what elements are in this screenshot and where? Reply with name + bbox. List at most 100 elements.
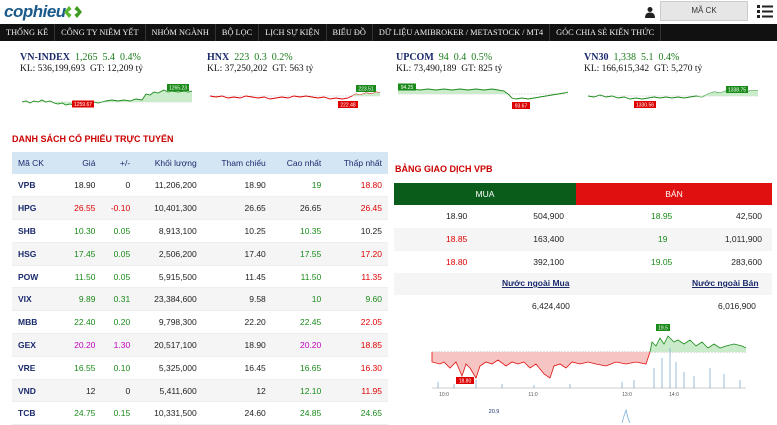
stock-row[interactable]: VPB 18.90 0 11,206,200 18.90 19 18.80: [12, 174, 388, 198]
nav-thong-ke[interactable]: THỐNG KÊ: [0, 24, 56, 41]
stock-symbol[interactable]: VIX: [12, 287, 65, 312]
stock-high: 11.50: [271, 265, 328, 289]
vn30-sparkline[interactable]: 1330.56 1338.75: [588, 82, 758, 112]
stock-price: 11.50: [64, 265, 102, 289]
nav-lich-su-kien[interactable]: LỊCH SỰ KIỆN: [259, 24, 327, 41]
stock-volume: 5,325,000: [136, 356, 203, 380]
index-value-traded: GT: 12,209 tỷ: [89, 64, 144, 74]
stock-row[interactable]: HSG 17.45 0.05 2,506,200 17.40 17.55 17.20: [12, 242, 388, 266]
stock-symbol[interactable]: TCB: [12, 401, 65, 425]
stock-price: 17.45: [64, 242, 102, 266]
stock-symbol[interactable]: VND: [12, 379, 65, 403]
intraday-time-label: 10:0: [439, 392, 449, 398]
index-change: 0.3: [254, 52, 267, 63]
nav-bieu-do[interactable]: BIỂU ĐỒ: [327, 24, 373, 41]
stock-row[interactable]: POW 11.50 0.05 5,915,500 11.45 11.50 11.35: [12, 265, 388, 289]
index-value-traded: GT: 5,270 tỷ: [653, 64, 703, 74]
intraday-high-label: 19.5: [658, 326, 668, 332]
index-value: 1,265: [75, 52, 98, 63]
index-hnx[interactable]: HNX 223 0.3 0.2% KL: 37,250,202 GT: 563 …: [207, 52, 377, 74]
stock-change: 0.05: [101, 265, 137, 289]
stock-price: 24.75: [64, 401, 102, 425]
stock-high: 26.65: [271, 196, 328, 221]
stock-high: 24.85: [271, 401, 328, 425]
intraday-volume-label: 20.9: [489, 409, 500, 415]
site-logo[interactable]: cophieu: [4, 2, 66, 21]
col-header[interactable]: Cao nhất: [271, 152, 328, 174]
stock-price: 16.55: [64, 356, 102, 380]
orderbook-row: 18.90 504,900 18.95 42,500: [394, 205, 772, 228]
vn30-low-label: 1330.56: [636, 103, 654, 109]
stock-high: 20.20: [271, 333, 328, 357]
index-change: 5.1: [640, 52, 654, 63]
hnx-sparkline[interactable]: 222.48 223.51: [210, 82, 380, 112]
stock-symbol[interactable]: HPG: [12, 196, 65, 221]
nav-du-lieu[interactable]: DỮ LIỆU AMIBROKER / METASTOCK / MT4: [373, 24, 551, 41]
stock-row[interactable]: GEX 20.20 1.30 20,517,100 18.90 20.20 18.85: [12, 333, 388, 357]
index-vnindex[interactable]: VN-INDEX 1,265 5.4 0.4% KL: 536,199,693 …: [20, 52, 190, 74]
index-pct: 0.2%: [271, 52, 293, 63]
nav-cong-ty-niem-yet[interactable]: CÔNG TY NIÊM YẾT: [55, 24, 146, 41]
stock-high: 10.35: [271, 219, 328, 243]
index-name: UPCOM: [396, 52, 434, 63]
stock-reference: 11.45: [202, 265, 272, 289]
index-volume: KL: 166,615,342: [584, 64, 650, 74]
stock-price: 10.30: [64, 219, 102, 243]
user-icon[interactable]: [644, 6, 656, 18]
stock-change: 1.30: [101, 333, 137, 357]
stock-volume: 11,206,200: [136, 174, 203, 198]
stock-row[interactable]: VIX 9.89 0.31 23,384,600 9.58 10 9.60: [12, 287, 388, 312]
stock-low: 24.65: [327, 401, 388, 425]
stock-row[interactable]: TCB 24.75 0.15 10,331,500 24.60 24.85 24.65: [12, 401, 388, 425]
sell-price: 18.95: [651, 211, 673, 221]
buy-header: MUA: [394, 183, 576, 205]
col-header[interactable]: Tham chiếu: [202, 152, 272, 174]
col-header[interactable]: Mã CK: [12, 152, 65, 174]
foreign-sell-link[interactable]: Nước ngoài Bán: [692, 278, 759, 288]
col-header[interactable]: Thấp nhất: [327, 152, 388, 174]
stock-reference: 12: [202, 379, 272, 403]
stock-change: 0.15: [101, 401, 137, 425]
stock-low: 18.80: [327, 174, 388, 198]
sell-price: 19: [658, 234, 668, 244]
stock-row[interactable]: VRE 16.55 0.10 5,325,000 16.45 16.65 16.30: [12, 356, 388, 380]
stock-low: 16.30: [327, 356, 388, 380]
stock-price: 26.55: [64, 196, 102, 221]
nav-goc-chia-se[interactable]: GÓC CHIA SẺ KIẾN THỨC: [550, 24, 662, 41]
stock-symbol[interactable]: GEX: [12, 333, 65, 357]
hamburger-menu-icon[interactable]: [757, 5, 773, 18]
index-vn30[interactable]: VN30 1,338 5.1 0.4% KL: 166,615,342 GT: …: [584, 52, 754, 74]
stock-row[interactable]: MBB 22.40 0.20 9,798,300 22.20 22.45 22.05: [12, 310, 388, 335]
stock-symbol[interactable]: SHB: [12, 219, 65, 243]
stock-symbol[interactable]: HSG: [12, 242, 65, 266]
index-name: HNX: [207, 52, 230, 63]
intraday-price-chart[interactable]: 19.5 18.80 10:0 11:0 13:0 14:0 20.9: [394, 318, 774, 423]
stocks-header-row: Mã CK Giá +/- Khối lượng Tham chiếu Cao …: [12, 152, 388, 174]
nav-bo-loc[interactable]: BỘ LỌC: [216, 24, 260, 41]
upcom-sparkline[interactable]: 94.25 93.67: [398, 82, 568, 112]
stock-price: 9.89: [64, 287, 102, 312]
stock-high: 19: [271, 174, 328, 198]
stock-symbol[interactable]: POW: [12, 265, 65, 289]
stock-row[interactable]: HPG 26.55 -0.10 10,401,300 26.65 26.65 26.45: [12, 196, 388, 221]
foreign-buy-link[interactable]: Nước ngoài Mua: [502, 278, 570, 288]
stock-row[interactable]: VND 12 0 5,411,600 12 12.10 11.95: [12, 379, 388, 403]
stock-low: 18.85: [327, 333, 388, 357]
vnindex-sparkline[interactable]: 1259.67 1265.23: [22, 82, 192, 112]
upcom-low-label: 93.67: [515, 104, 528, 110]
stock-symbol[interactable]: MBB: [12, 310, 65, 335]
stock-change: 0.20: [101, 310, 137, 335]
stock-symbol[interactable]: VRE: [12, 356, 65, 380]
col-header[interactable]: +/-: [101, 152, 137, 174]
col-header[interactable]: Khối lượng: [136, 152, 203, 174]
stock-reference: 17.40: [202, 242, 272, 266]
stock-row[interactable]: SHB 10.30 0.05 8,913,100 10.25 10.35 10.25: [12, 219, 388, 243]
index-upcom[interactable]: UPCOM 94 0.4 0.5% KL: 73,490,189 GT: 825…: [396, 52, 566, 74]
stock-search-input[interactable]: MÃ CK: [660, 1, 748, 21]
nav-nhom-nganh[interactable]: NHÓM NGÀNH: [146, 24, 216, 41]
orderbook-row: 18.85 163,400 19 1,011,900: [394, 228, 772, 251]
stock-symbol[interactable]: VPB: [12, 174, 65, 198]
index-volume: KL: 37,250,202: [207, 64, 268, 74]
index-value-traded: GT: 563 tỷ: [272, 64, 314, 74]
col-header[interactable]: Giá: [64, 152, 102, 174]
